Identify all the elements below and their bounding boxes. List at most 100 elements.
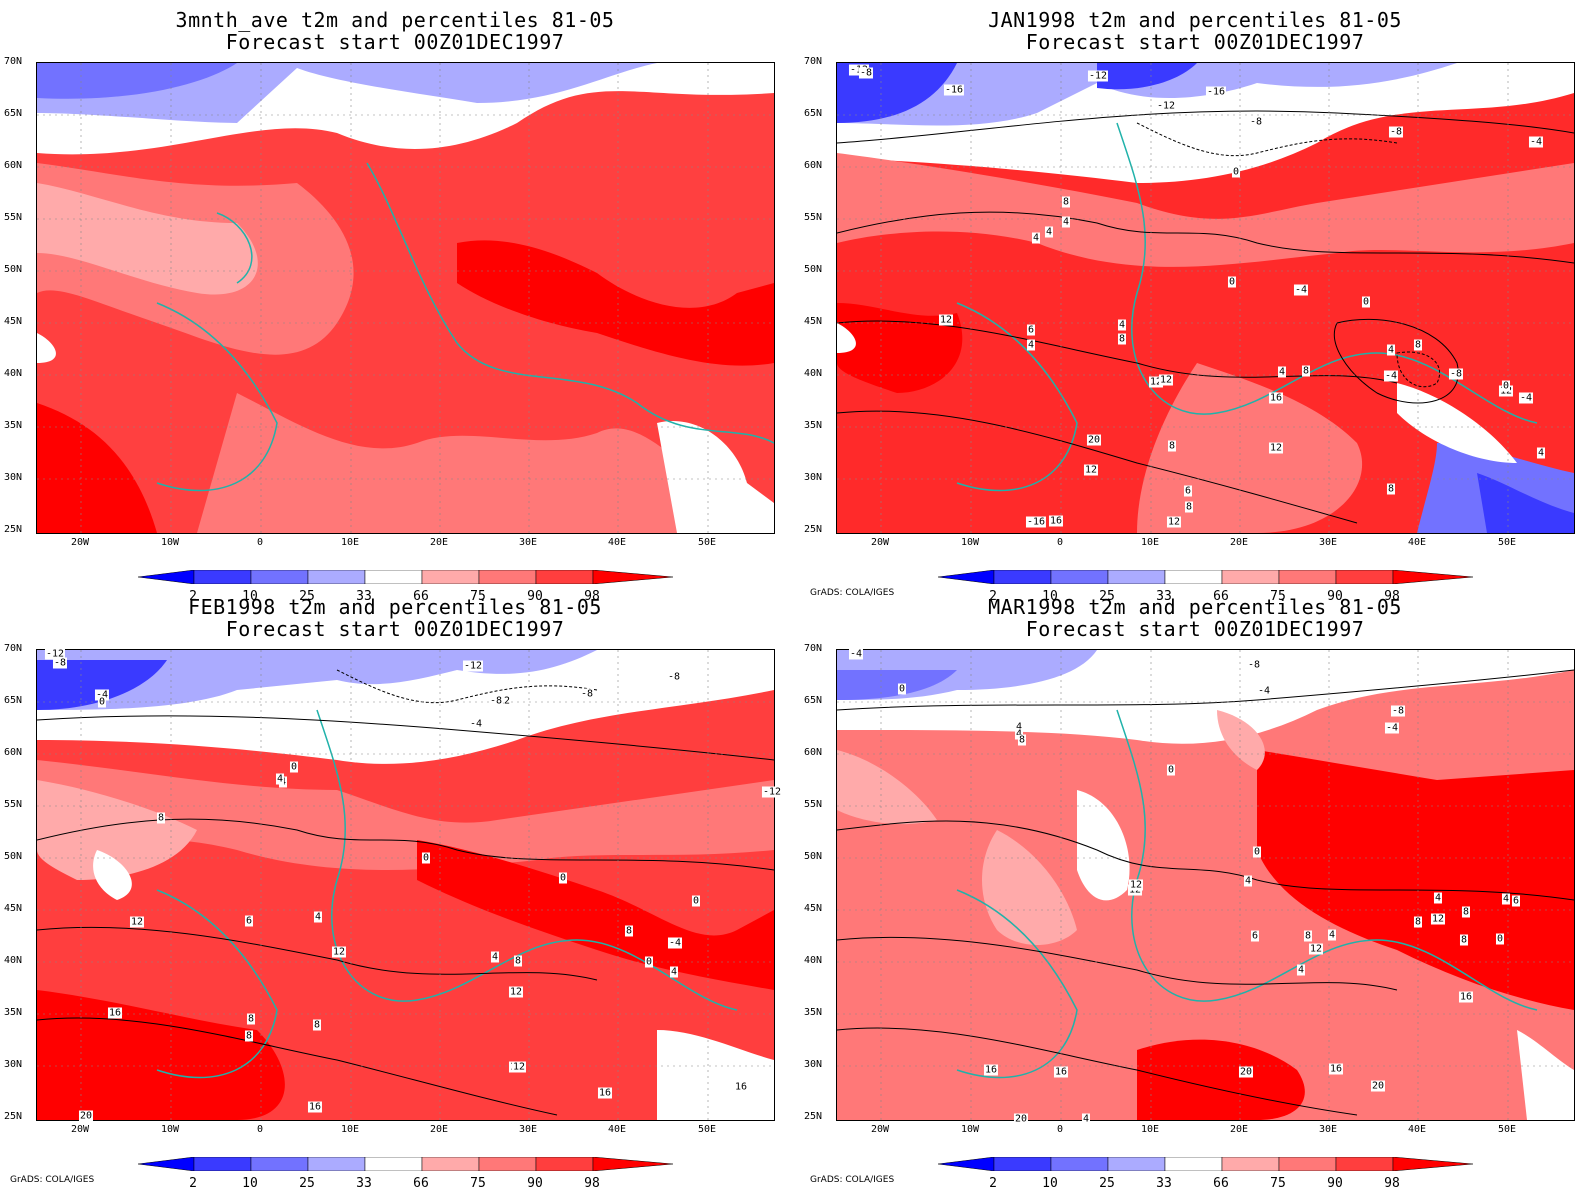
colorbar bbox=[138, 1157, 673, 1171]
colorbar-label: 33 bbox=[356, 589, 372, 604]
colorbar-label: 2 bbox=[989, 1176, 997, 1191]
contour-label: 4 bbox=[275, 773, 285, 785]
credit-label: GrADS: COLA/IGES bbox=[810, 588, 895, 598]
contour-label: 16 bbox=[107, 1007, 123, 1019]
contour-label: 6 bbox=[1026, 324, 1036, 336]
contour-label: 16 bbox=[597, 1087, 613, 1099]
colorbar-label: 66 bbox=[1213, 1176, 1229, 1191]
latitude-label: 35N bbox=[4, 1007, 23, 1018]
colorbar-label: 33 bbox=[1156, 589, 1172, 604]
colorbar-graphic bbox=[938, 1157, 1473, 1171]
colorbar-graphic bbox=[938, 570, 1473, 584]
latitude-label: 65N bbox=[4, 108, 23, 119]
contour-label: 12 bbox=[938, 314, 954, 326]
contour-label: -12 bbox=[761, 786, 783, 798]
colorbar-label: 66 bbox=[413, 589, 429, 604]
contour-label: 0 bbox=[1231, 166, 1241, 178]
longitude-label: 20E bbox=[1229, 1124, 1249, 1135]
longitude-label: 10W bbox=[960, 1124, 980, 1135]
contour-label: 8 bbox=[1413, 339, 1423, 351]
contour-label: -8 bbox=[1246, 659, 1262, 671]
latitude-label: 60N bbox=[804, 160, 823, 171]
map-graphic bbox=[37, 650, 774, 1120]
colorbar-label: 75 bbox=[470, 1176, 486, 1191]
longitude-label: 20E bbox=[429, 537, 449, 548]
contour-label: 4 bbox=[1014, 721, 1024, 733]
longitude-label: 20W bbox=[70, 537, 90, 548]
contour-label: 0 bbox=[97, 696, 107, 708]
latitude-label: 55N bbox=[4, 799, 23, 810]
latitude-label: 65N bbox=[4, 695, 23, 706]
latitude-label: 30N bbox=[4, 1059, 23, 1070]
colorbar-label: 90 bbox=[527, 1176, 543, 1191]
contour-label: 16 bbox=[1268, 392, 1284, 404]
latitude-label: 50N bbox=[804, 264, 823, 275]
colorbar-label: 66 bbox=[413, 1176, 429, 1191]
contour-label: 8 bbox=[312, 1019, 322, 1031]
contour-label: 16 bbox=[733, 1081, 749, 1093]
contour-label: -8 bbox=[1248, 116, 1264, 128]
contour-label: 0 bbox=[289, 761, 299, 773]
colorbar-label: 33 bbox=[356, 1176, 372, 1191]
contour-label: -4 bbox=[1518, 392, 1534, 404]
latitude-label: 45N bbox=[4, 903, 23, 914]
panel-subtitle: Forecast start 00Z01DEC1997 bbox=[225, 30, 565, 54]
longitude-label: 30E bbox=[1318, 1124, 1338, 1135]
longitude-label: 50E bbox=[697, 1124, 717, 1135]
panel-title: MAR1998 t2m and percentiles 81-05 bbox=[988, 595, 1402, 619]
panel-ave: 3mnth_ave t2m and percentiles 81-05 Fore… bbox=[0, 0, 790, 604]
colorbar-label: 2 bbox=[989, 589, 997, 604]
contour-label: 8 bbox=[1301, 365, 1311, 377]
contour-label: -12 bbox=[1087, 70, 1109, 82]
contour-label: -8 bbox=[858, 67, 874, 79]
contour-label: -8 bbox=[1390, 705, 1406, 717]
longitude-label: 10W bbox=[960, 537, 980, 548]
panel-title: 3mnth_ave t2m and percentiles 81-05 bbox=[175, 8, 615, 32]
latitude-label: 40N bbox=[804, 955, 823, 966]
contour-label: 4 bbox=[1501, 893, 1511, 905]
colorbar-label: 98 bbox=[584, 1176, 600, 1191]
colorbar-label: 75 bbox=[1270, 1176, 1286, 1191]
longitude-label: 10E bbox=[1140, 1124, 1160, 1135]
contour-label: -16 bbox=[1025, 516, 1047, 528]
contour-label: 12 bbox=[1083, 464, 1099, 476]
latitude-label: 40N bbox=[804, 368, 823, 379]
contour-label: 8 bbox=[1413, 916, 1423, 928]
contour-label: 4 bbox=[1014, 728, 1024, 740]
contour-label: 8 bbox=[156, 812, 166, 824]
contour-label: 4 bbox=[1536, 447, 1546, 459]
panel-subtitle: Forecast start 00Z01DEC1997 bbox=[1025, 30, 1365, 54]
contour-label: 8 bbox=[1386, 483, 1396, 495]
contour-label: 12 bbox=[508, 986, 524, 998]
colorbar-label: 25 bbox=[299, 1176, 315, 1191]
contour-label: 12 bbox=[1430, 913, 1446, 925]
latitude-label: 30N bbox=[804, 472, 823, 483]
latitude-label: 65N bbox=[804, 695, 823, 706]
longitude-label: 40E bbox=[1407, 1124, 1427, 1135]
contour-label: 4 bbox=[1433, 892, 1443, 904]
latitude-label: 55N bbox=[804, 799, 823, 810]
contour-label: 20 bbox=[78, 1110, 94, 1122]
contour-label: 8 bbox=[1303, 930, 1313, 942]
contour-label: 8 bbox=[1017, 734, 1027, 746]
longitude-label: 20W bbox=[70, 1124, 90, 1135]
contour-label: 8 bbox=[513, 955, 523, 967]
contour-label: -16 bbox=[1205, 86, 1227, 98]
longitude-label: 10W bbox=[160, 1124, 180, 1135]
panel-jan: JAN1998 t2m and percentiles 81-05 Foreca… bbox=[800, 0, 1590, 604]
longitude-label: 50E bbox=[697, 537, 717, 548]
contour-label: 6 bbox=[244, 915, 254, 927]
contour-label: 6 bbox=[1250, 930, 1260, 942]
contour-label: 0 bbox=[691, 895, 701, 907]
contour-label: -4 bbox=[848, 648, 864, 660]
contour-label: 4 bbox=[1044, 226, 1054, 238]
contour-label: 12 bbox=[129, 916, 145, 928]
contour-label: 4 bbox=[1031, 232, 1041, 244]
contour-label: 12 bbox=[1268, 442, 1284, 454]
contour-label: -8 bbox=[579, 688, 595, 700]
contour-label: 8 bbox=[1167, 440, 1177, 452]
contour-label: 16 bbox=[1048, 515, 1064, 527]
colorbar-label: 10 bbox=[1042, 589, 1058, 604]
longitude-label: 30E bbox=[518, 1124, 538, 1135]
colorbar-label: 25 bbox=[1099, 589, 1115, 604]
